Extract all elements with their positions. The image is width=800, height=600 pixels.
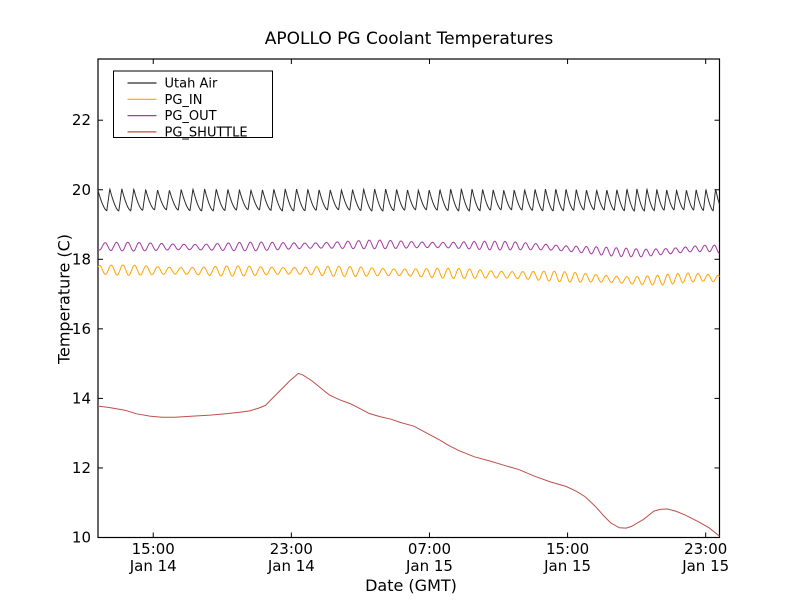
legend-label-pg_out: PG_OUT [165, 109, 217, 124]
y-tick-label-1: 12 [72, 459, 91, 477]
series-utah-air-line [97, 187, 720, 212]
x-tick-time-3: 15:00 [546, 540, 589, 558]
legend-label-pg_shuttle: PG_SHUTTLE [165, 125, 248, 140]
x-tick-date-1: Jan 14 [267, 557, 315, 575]
legend-label-pg_in: PG_IN [165, 93, 203, 108]
series-pg_shuttle-line [97, 372, 720, 537]
plot-border [97, 58, 721, 539]
x-tick-date-4: Jan 15 [681, 557, 729, 575]
series-pg_out-line [97, 239, 720, 258]
y-tick-label-2: 14 [72, 389, 91, 407]
x-tick-time-0: 15:00 [132, 540, 175, 558]
y-tick-label-6: 22 [72, 111, 91, 129]
x-tick-time-2: 07:00 [408, 540, 451, 558]
legend-box [113, 70, 273, 138]
legend-label-utah-air: Utah Air [165, 77, 218, 92]
y-axis-label: Temperature (C) [54, 233, 74, 365]
y-tick-label-4: 18 [72, 250, 91, 268]
series-pg_in-line [97, 264, 720, 286]
y-tick-label-0: 10 [72, 529, 91, 547]
chart-title: APOLLO PG Coolant Temperatures [264, 29, 554, 49]
y-tick-label-5: 20 [72, 181, 91, 199]
x-tick-date-2: Jan 15 [405, 557, 453, 575]
x-tick-time-1: 23:00 [270, 540, 313, 558]
y-tick-label-3: 16 [72, 320, 91, 338]
x-axis-label: Date (GMT) [365, 576, 457, 595]
x-tick-date-0: Jan 14 [129, 557, 177, 575]
x-tick-time-4: 23:00 [684, 540, 727, 558]
x-tick-date-3: Jan 15 [543, 557, 591, 575]
